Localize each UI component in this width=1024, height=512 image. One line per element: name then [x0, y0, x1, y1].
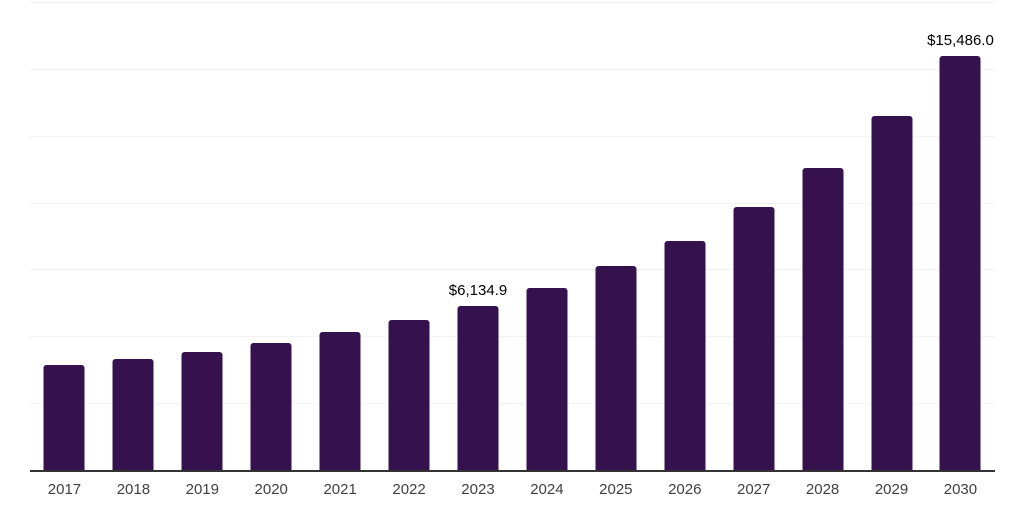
bar-2025	[595, 265, 637, 470]
bar-2020	[250, 342, 292, 470]
x-tick-2030: 2030	[943, 481, 978, 498]
bar-2024	[526, 288, 568, 470]
x-tick-2023: 2023	[461, 481, 495, 498]
gridline	[30, 336, 995, 338]
bar-2030	[939, 55, 981, 470]
bar-slot-2027	[719, 2, 788, 470]
x-tick-2025: 2025	[599, 481, 633, 498]
bar-slot-2022	[375, 2, 444, 470]
x-tick-2028: 2028	[805, 481, 840, 498]
gridline	[30, 135, 995, 137]
bar-slot-2024	[512, 2, 581, 470]
bar-slot-2026	[650, 2, 719, 470]
bar-2029	[871, 115, 913, 470]
x-tick-2029: 2029	[874, 481, 909, 498]
bar-2028	[802, 167, 844, 470]
gridline	[30, 2, 995, 3]
x-tick-2021: 2021	[323, 481, 357, 498]
bar-2021	[319, 331, 361, 470]
bar-slot-2019	[168, 2, 237, 470]
gridline	[30, 269, 995, 271]
x-tick-2018: 2018	[116, 481, 151, 498]
bar-slot-2020	[237, 2, 306, 470]
x-tick-2020: 2020	[254, 481, 288, 498]
x-tick-2024: 2024	[530, 481, 564, 498]
bar-slot-2029	[857, 2, 926, 470]
x-tick-2017: 2017	[47, 481, 82, 498]
gridline	[30, 403, 995, 405]
x-tick-2026: 2026	[668, 481, 702, 498]
bar-2019	[181, 352, 223, 470]
bar-value-label-2023: $6,134.9	[448, 281, 508, 299]
gridline	[30, 68, 995, 70]
x-tick-2027: 2027	[736, 481, 771, 498]
bar-slot-2025	[581, 2, 650, 470]
bar-2026	[664, 240, 706, 470]
bar-2022	[388, 319, 430, 470]
x-tick-2019: 2019	[185, 481, 219, 498]
gridline	[30, 202, 995, 204]
plot-area: $6,134.9 $15,486.0	[30, 2, 995, 472]
bar-slot-2021	[306, 2, 375, 470]
bar-2018	[112, 359, 154, 470]
bar-slot-2030: $15,486.0	[926, 2, 995, 470]
x-axis-line	[30, 470, 995, 472]
x-axis-labels: 2017 2018 2019 2020 2021 2022 2023 2024 2025 2026…	[30, 481, 995, 499]
bar-value-label-2030: $15,486.0	[927, 31, 994, 49]
bars-row: $6,134.9 $15,486.0	[30, 2, 995, 470]
bar-slot-2017	[30, 2, 99, 470]
bar-slot-2028	[788, 2, 857, 470]
x-tick-2022: 2022	[392, 481, 426, 498]
bar-2017	[43, 365, 85, 470]
bar-slot-2018	[99, 2, 168, 470]
bar-2027	[733, 207, 775, 470]
bar-2023	[457, 305, 499, 470]
bar-slot-2023: $6,134.9	[444, 2, 513, 470]
